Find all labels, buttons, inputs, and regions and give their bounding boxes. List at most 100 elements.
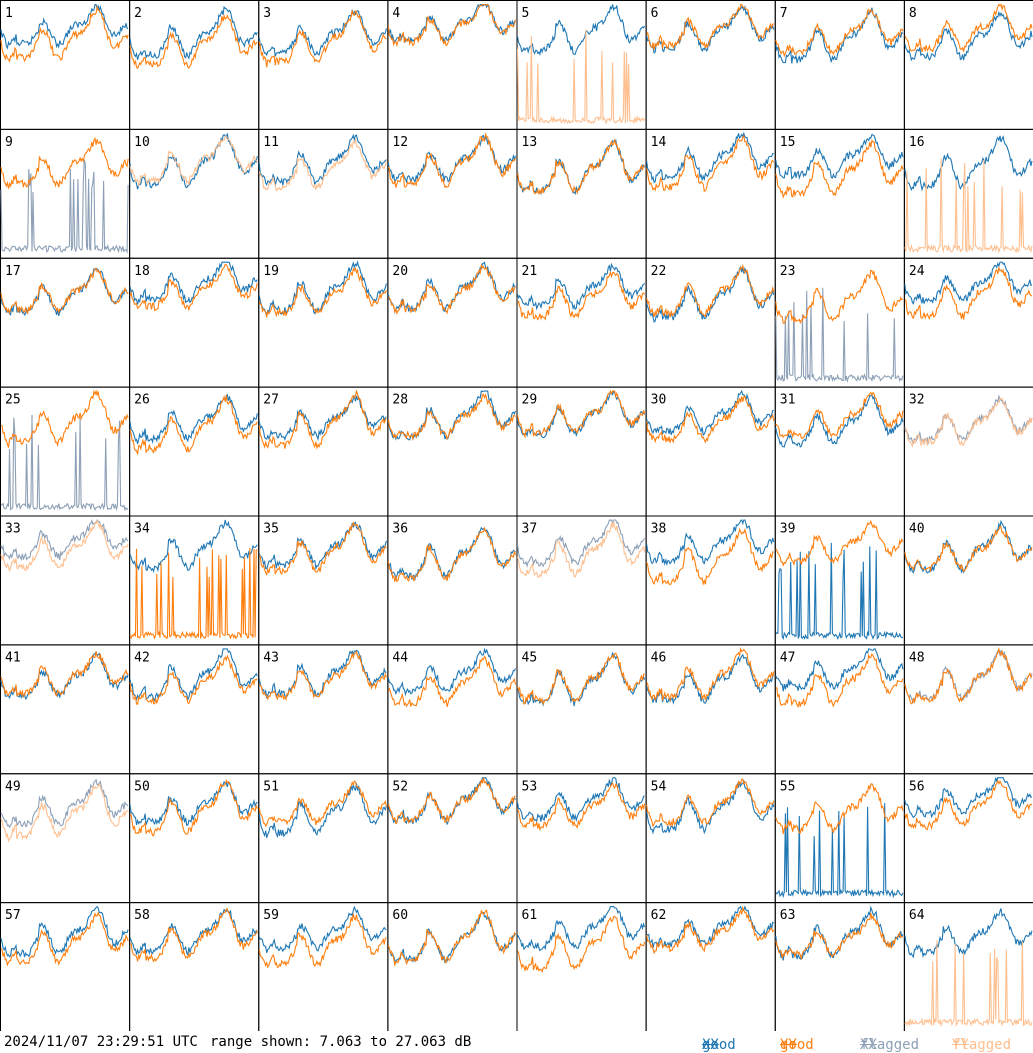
series-yy-line [129,547,258,641]
panel-32: 32 [903,386,1033,517]
series-xx-line [0,518,129,562]
panel-44: 44 [387,644,518,775]
panel-number: 11 [263,135,279,150]
series-xx-line [387,261,516,314]
panel-number: 6 [651,6,659,21]
panel-number: 49 [5,779,21,794]
series-yy-line [775,269,904,325]
series-yy-line [904,525,1033,573]
series-yy-line [0,911,129,967]
panel-63: 63 [774,902,905,1031]
series-xx-line [775,542,904,641]
panel-3: 3 [258,0,389,130]
panel-23: 23 [774,257,905,388]
panel-frame [903,902,1033,1031]
series-yy-line [646,646,775,703]
series-xx-line [387,647,516,697]
panel-number: 23 [780,264,796,279]
panel-31: 31 [774,386,905,517]
series-yy-line [646,527,774,586]
panel-number: 31 [780,393,796,408]
series-yy-line [387,526,517,583]
panel-frame [0,128,131,259]
series-xx-line [129,261,258,305]
panel-frame [258,0,389,130]
panel-number: 8 [909,6,917,21]
panel-8: 8 [903,0,1033,130]
panel-number: 22 [651,264,667,279]
series-yy-line [646,263,775,318]
panel-number: 9 [5,135,13,150]
series-yy-line [258,913,387,969]
series-yy-line [129,394,258,455]
series-yy-line [646,905,775,955]
panel-43: 43 [258,644,389,775]
legend-flagged-xx-word: flagged [860,1037,920,1053]
series-yy-line [387,909,516,967]
series-xx-line [0,3,129,50]
panel-frame [387,0,518,130]
series-yy-line [129,263,258,312]
panel-13: 13 [516,128,647,259]
panel-number: 5 [522,6,530,21]
panel-number: 3 [263,6,271,21]
panel-number: 30 [651,393,667,408]
legend-good-xx-pol: XX [702,1037,719,1053]
series-yy-line [259,650,387,702]
series-xx-line [0,778,129,829]
panel-number: 41 [5,650,21,665]
series-yy-line [775,391,904,439]
series-xx-line [516,262,646,311]
series-xx-line [129,519,258,573]
panel-34: 34 [129,515,260,646]
series-xx-line [904,908,1033,959]
panel-6: 6 [645,0,776,130]
panel-number: 59 [263,908,279,923]
panel-52: 52 [387,773,518,904]
series-yy-line [258,780,387,828]
panel-30: 30 [645,386,776,517]
series-yy-line [130,908,258,963]
series-yy-line [904,158,1033,254]
series-xx-line [516,4,646,56]
series-yy-line [1,389,129,448]
panel-number: 24 [909,264,925,279]
series-yy-line [516,521,646,579]
series-yy-line [129,13,258,70]
series-yy-line [517,782,646,831]
panel-number: 48 [909,650,925,665]
series-xx-line [129,648,258,703]
series-xx-line [775,133,904,180]
panel-number: 12 [392,135,408,150]
panel-number: 29 [522,393,538,408]
series-yy-line [516,652,645,706]
panel-27: 27 [258,386,389,517]
series-yy-line [0,136,129,189]
panel-14: 14 [645,128,776,259]
panel-16: 16 [903,128,1033,259]
series-yy-line [387,3,517,48]
panel-number: 7 [780,6,788,21]
series-yy-line [775,783,904,835]
panel-33: 33 [0,515,131,646]
series-yy-line [0,783,129,843]
series-xx-line [775,393,904,448]
panel-7: 7 [774,0,905,130]
panel-25: 25 [0,386,131,517]
series-xx-line [904,777,1033,819]
series-yy-line [775,139,904,199]
range-text: range shown: 7.063 to 27.063 dB [210,1034,472,1050]
panel-number: 36 [392,522,408,537]
panel-number: 40 [909,522,925,537]
series-yy-line [516,389,646,439]
series-yy-line [129,779,258,837]
panel-51: 51 [258,773,389,904]
panel-number: 27 [263,393,279,408]
panel-number: 46 [651,650,667,665]
panel-frame [774,0,905,130]
panel-frame [129,0,260,130]
panel-number: 64 [909,908,925,923]
series-yy-line [775,519,904,567]
panel-26: 26 [129,386,260,517]
panel-40: 40 [903,515,1033,646]
